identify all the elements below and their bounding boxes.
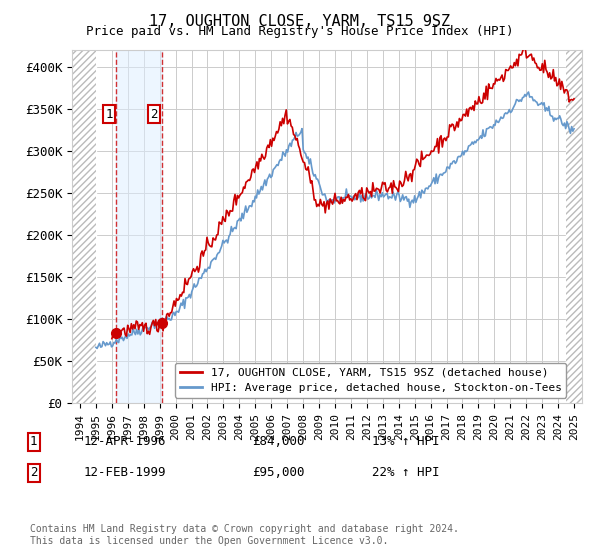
Text: 17, OUGHTON CLOSE, YARM, TS15 9SZ: 17, OUGHTON CLOSE, YARM, TS15 9SZ	[149, 14, 451, 29]
Bar	[72, 50, 96, 403]
Text: Contains HM Land Registry data © Crown copyright and database right 2024.
This d: Contains HM Land Registry data © Crown c…	[30, 524, 459, 546]
Text: 2: 2	[30, 466, 37, 479]
Bar	[72, 50, 96, 403]
Bar	[116, 50, 161, 403]
Text: £84,000: £84,000	[252, 435, 305, 448]
Text: 22% ↑ HPI: 22% ↑ HPI	[372, 466, 439, 479]
Text: 13% ↑ HPI: 13% ↑ HPI	[372, 435, 439, 448]
Text: £95,000: £95,000	[252, 466, 305, 479]
Text: 12-APR-1996: 12-APR-1996	[84, 435, 167, 448]
Text: 2: 2	[151, 108, 158, 120]
Legend: 17, OUGHTON CLOSE, YARM, TS15 9SZ (detached house), HPI: Average price, detached: 17, OUGHTON CLOSE, YARM, TS15 9SZ (detac…	[175, 363, 566, 398]
Text: 1: 1	[105, 108, 113, 120]
Bar	[566, 50, 582, 403]
Text: 1: 1	[30, 435, 37, 448]
Text: Price paid vs. HM Land Registry's House Price Index (HPI): Price paid vs. HM Land Registry's House …	[86, 25, 514, 38]
Bar	[566, 50, 582, 403]
Text: 12-FEB-1999: 12-FEB-1999	[84, 466, 167, 479]
